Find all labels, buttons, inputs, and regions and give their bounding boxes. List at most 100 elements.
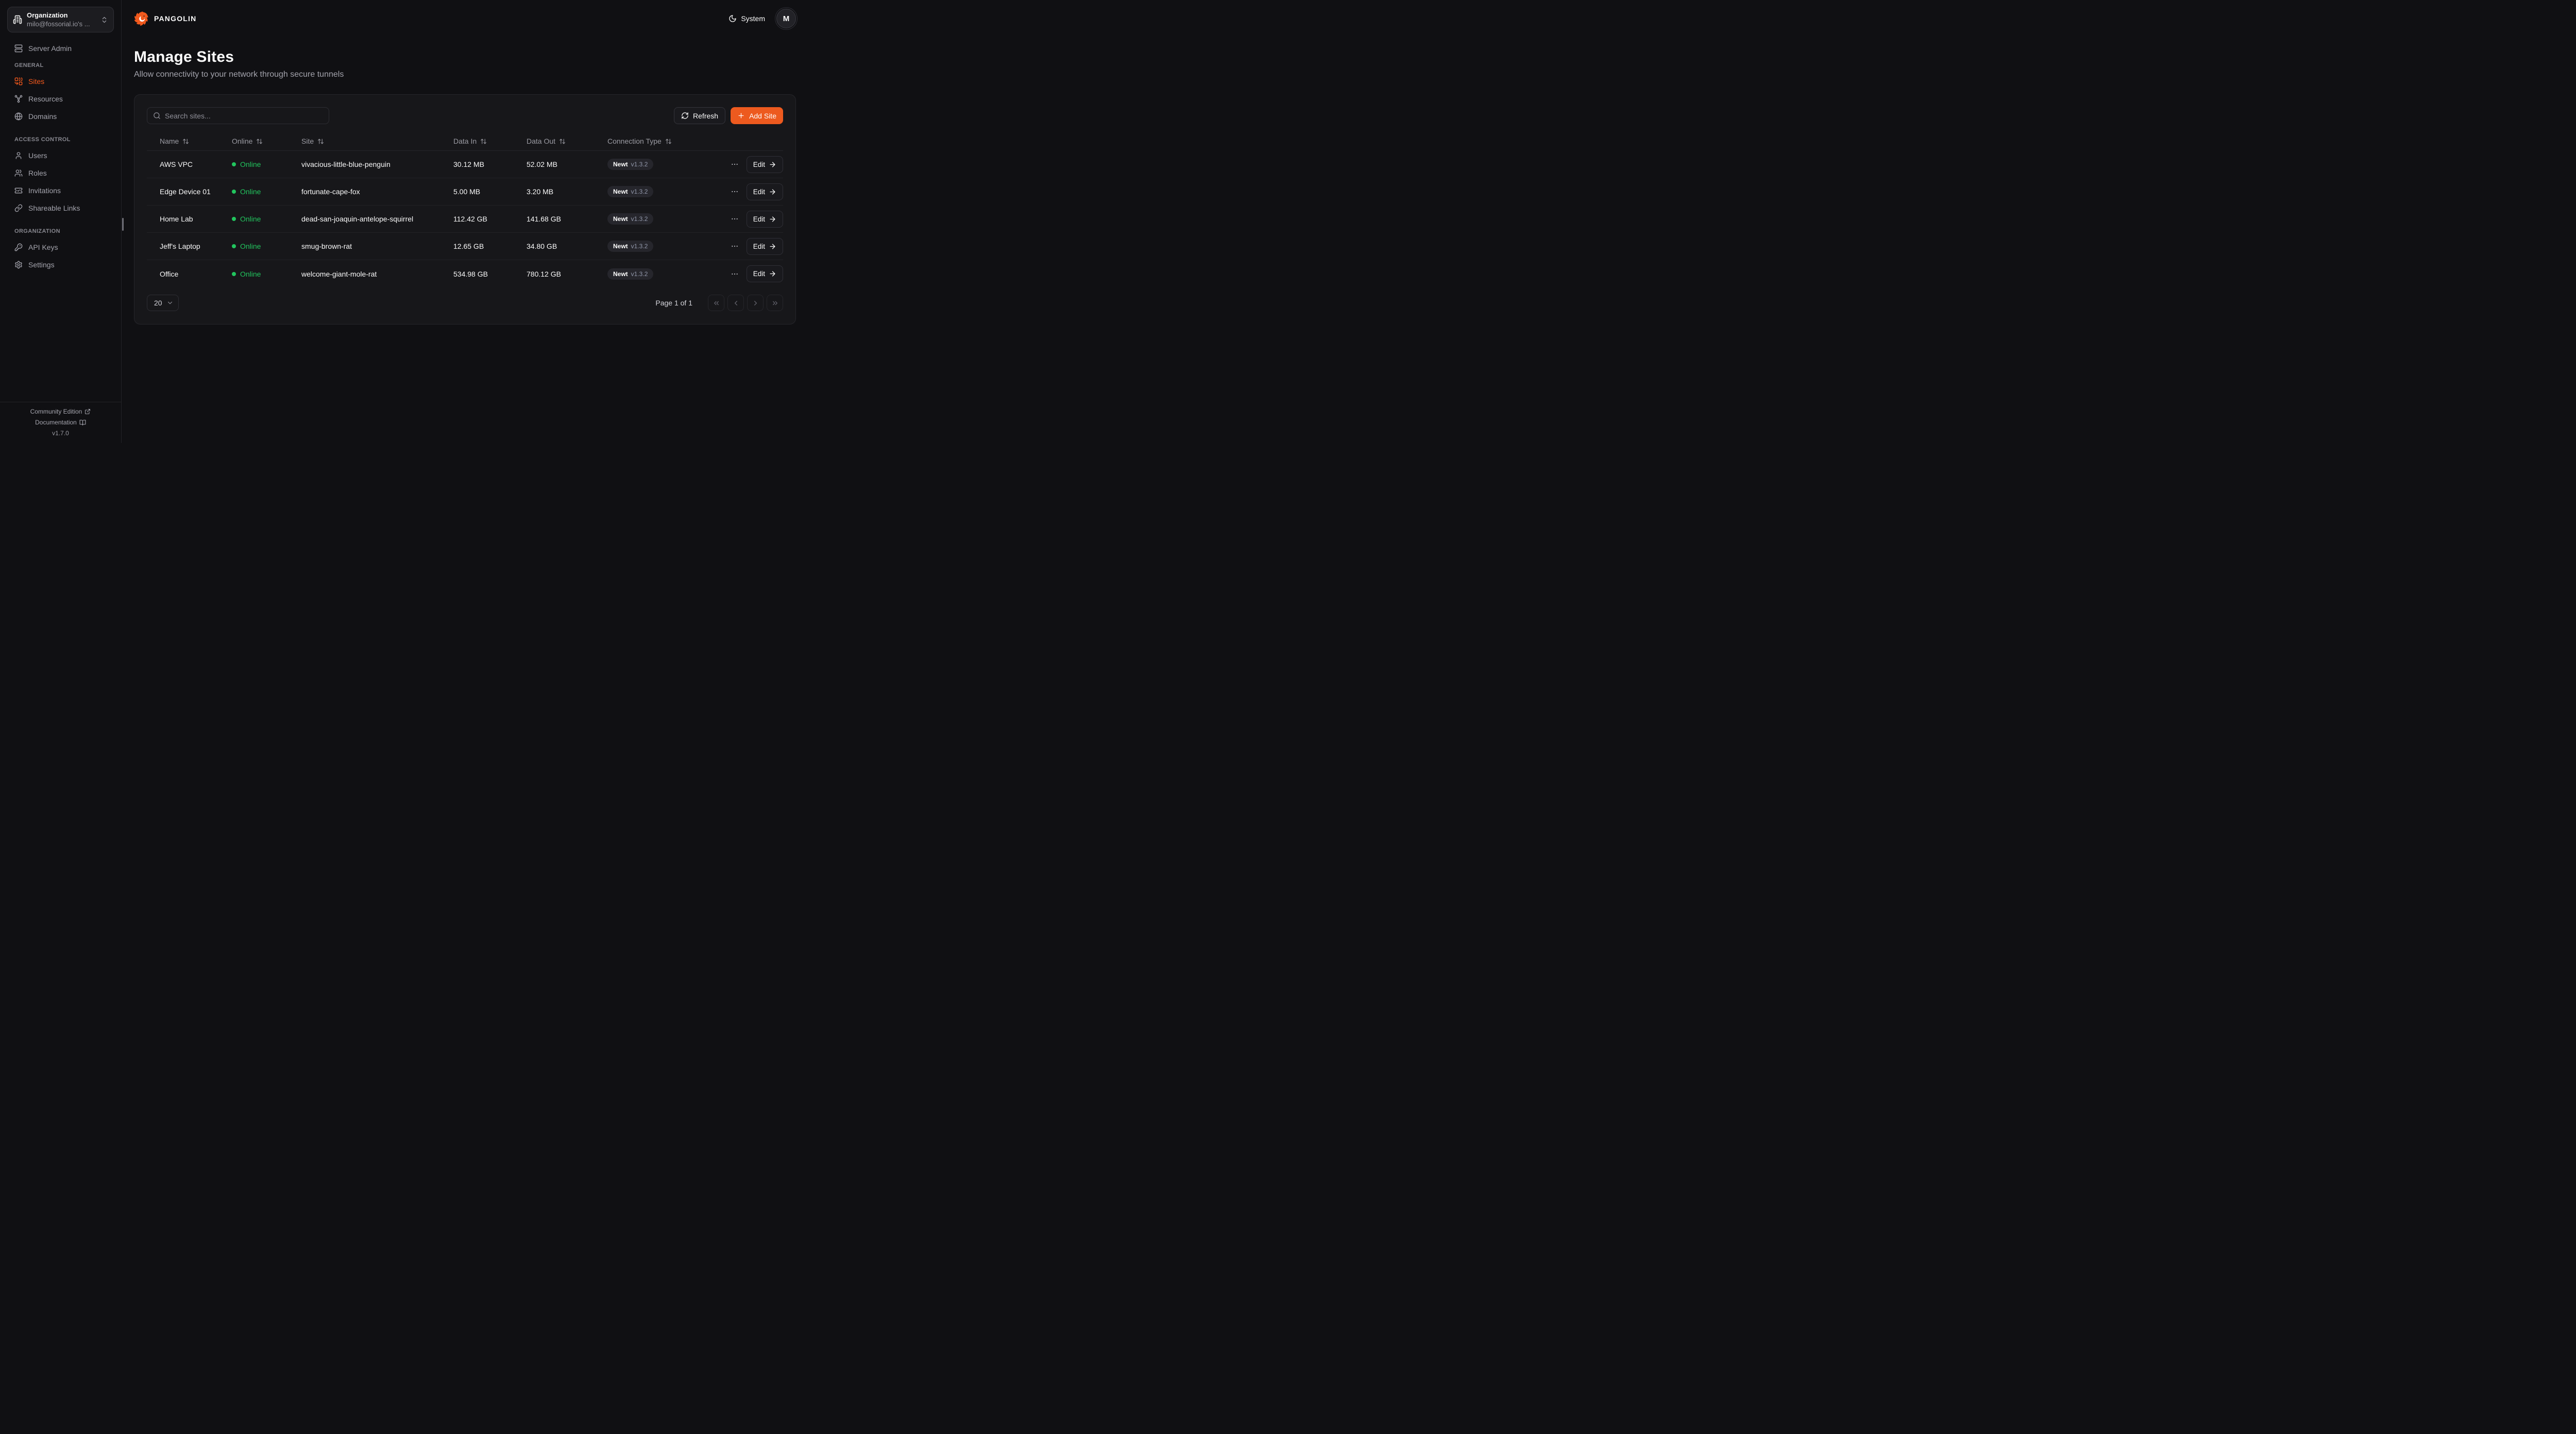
connection-type-name: Newt	[613, 215, 628, 223]
edit-button[interactable]: Edit	[746, 265, 783, 282]
org-switcher[interactable]: Organization milo@fossorial.io's ...	[7, 7, 114, 33]
sidebar-item-server-admin[interactable]: Server Admin	[8, 42, 113, 55]
arrow-right-icon	[769, 270, 776, 278]
data-in-cell: 5.00 MB	[453, 187, 481, 196]
arrow-right-icon	[769, 243, 776, 250]
connection-type-badge: Newt v1.3.2	[607, 241, 654, 252]
last-page-button[interactable]	[767, 295, 783, 311]
site-slug-cell: fortunate-cape-fox	[301, 187, 360, 196]
sidebar-item-label: Settings	[28, 261, 55, 269]
column-header-data-in[interactable]: Data In	[453, 137, 527, 145]
main-content: PANGOLIN System M Manage Sites Allow con…	[122, 0, 808, 325]
sidebar-item-invitations[interactable]: Invitations	[8, 184, 113, 197]
section-label-organization: ORGANIZATION	[14, 228, 60, 235]
row-menu-button[interactable]	[728, 213, 741, 225]
row-menu-button[interactable]	[728, 185, 741, 198]
sidebar-item-shareable-links[interactable]: Shareable Links	[8, 201, 113, 215]
data-out-cell: 141.68 GB	[527, 215, 561, 223]
table-row: Home Lab Online dead-san-joaquin-antelop…	[147, 206, 783, 233]
edit-label: Edit	[753, 160, 765, 168]
column-header-name[interactable]: Name	[147, 137, 232, 145]
add-site-button[interactable]: Add Site	[731, 107, 783, 124]
globe-icon	[14, 112, 23, 121]
column-header-online[interactable]: Online	[232, 137, 301, 145]
column-label: Name	[160, 137, 179, 145]
online-status-label: Online	[240, 269, 261, 278]
waypoints-icon	[14, 95, 23, 103]
sidebar-item-settings[interactable]: Settings	[8, 258, 113, 271]
connection-type-version: v1.3.2	[631, 161, 648, 168]
table-body: AWS VPC Online vivacious-little-blue-pen…	[147, 151, 783, 287]
data-out-cell: 780.12 GB	[527, 269, 561, 278]
edit-label: Edit	[753, 242, 765, 250]
edit-button[interactable]: Edit	[746, 156, 783, 173]
row-menu-button[interactable]	[728, 158, 741, 170]
avatar[interactable]: M	[776, 9, 796, 28]
first-page-button[interactable]	[708, 295, 724, 311]
refresh-icon	[681, 112, 689, 120]
edit-button[interactable]: Edit	[746, 237, 783, 255]
row-menu-button[interactable]	[728, 240, 741, 252]
sidebar-item-users[interactable]: Users	[8, 149, 113, 162]
row-menu-button[interactable]	[728, 268, 741, 280]
sidebar-resize-handle[interactable]	[122, 218, 124, 231]
online-status-cell: Online	[232, 215, 301, 223]
documentation-link[interactable]: Documentation	[35, 419, 86, 426]
chevron-right-icon	[752, 299, 759, 307]
connection-type-cell: Newt v1.3.2	[607, 159, 728, 170]
site-name-cell: Office	[160, 269, 179, 278]
next-page-button[interactable]	[747, 295, 764, 311]
column-label: Connection Type	[607, 137, 662, 145]
online-status-dot	[232, 162, 236, 166]
sites-panel: Refresh Add Site Name Online	[134, 94, 796, 325]
pagination-buttons	[708, 295, 783, 311]
sidebar-item-api-keys[interactable]: API Keys	[8, 241, 113, 254]
connection-type-cell: Newt v1.3.2	[607, 213, 728, 225]
plus-icon	[737, 112, 745, 120]
online-status-cell: Online	[232, 187, 301, 196]
chevrons-left-icon	[713, 299, 720, 307]
site-name-cell: Jeff's Laptop	[160, 242, 200, 250]
data-out-cell: 52.02 MB	[527, 160, 557, 168]
refresh-button[interactable]: Refresh	[674, 107, 726, 124]
sidebar-item-label: Server Admin	[28, 44, 72, 53]
org-switcher-subtitle: milo@fossorial.io's ...	[27, 20, 90, 28]
column-header-data-out[interactable]: Data Out	[527, 137, 607, 145]
column-label: Online	[232, 137, 253, 145]
online-status-cell: Online	[232, 160, 301, 168]
connection-type-name: Newt	[613, 243, 628, 250]
connection-type-cell: Newt v1.3.2	[607, 241, 728, 252]
brand[interactable]: PANGOLIN	[134, 11, 196, 27]
sidebar-nav: Server Admin GENERAL Sites Resources Dom…	[0, 42, 121, 402]
previous-page-button[interactable]	[727, 295, 744, 311]
community-edition-link[interactable]: Community Edition	[30, 408, 91, 415]
org-switcher-title: Organization	[27, 11, 68, 19]
site-name-cell: AWS VPC	[160, 160, 193, 168]
search-input[interactable]	[165, 111, 323, 120]
data-in-cell: 12.65 GB	[453, 242, 484, 250]
sidebar-item-label: Resources	[28, 95, 63, 104]
sidebar-item-sites[interactable]: Sites	[8, 75, 113, 88]
connection-type-name: Newt	[613, 188, 628, 195]
edit-button[interactable]: Edit	[746, 210, 783, 228]
theme-label: System	[741, 14, 765, 23]
row-actions: Edit	[728, 237, 783, 255]
online-status-cell: Online	[232, 270, 301, 278]
online-status-label: Online	[240, 215, 261, 223]
ellipsis-icon	[731, 187, 739, 196]
sidebar-item-resources[interactable]: Resources	[8, 92, 113, 106]
row-actions: Edit	[728, 210, 783, 228]
sidebar-item-domains[interactable]: Domains	[8, 110, 113, 123]
site-slug-cell: welcome-giant-mole-rat	[301, 269, 377, 278]
section-label-general: GENERAL	[14, 62, 44, 69]
theme-toggle[interactable]: System	[728, 14, 765, 23]
community-edition-label: Community Edition	[30, 408, 82, 415]
table-toolbar: Refresh Add Site	[147, 107, 783, 124]
page-size-select[interactable]: 20	[147, 295, 179, 311]
column-header-connection-type[interactable]: Connection Type	[607, 137, 783, 145]
edit-button[interactable]: Edit	[746, 183, 783, 200]
pangolin-logo-icon	[134, 11, 150, 27]
server-icon	[14, 44, 23, 53]
column-header-site[interactable]: Site	[301, 137, 453, 145]
sidebar-item-roles[interactable]: Roles	[8, 166, 113, 180]
